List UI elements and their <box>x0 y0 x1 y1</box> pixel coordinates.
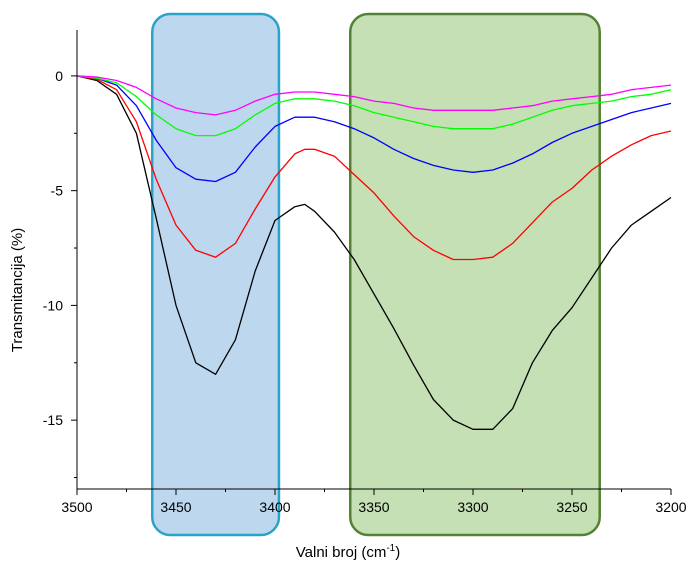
x-tick-label: 3400 <box>259 499 290 515</box>
highlight-band-2 <box>348 12 601 537</box>
x-tick-label: 3500 <box>61 499 92 515</box>
y-tick-label: 0 <box>55 68 63 84</box>
y-axis-label: Transmitancija (%) <box>9 228 26 352</box>
series-line-2 <box>76 75 672 261</box>
series-line-1 <box>76 75 672 430</box>
series-line-4 <box>76 75 672 137</box>
x-tick-label: 3250 <box>556 499 587 515</box>
highlight-band-1 <box>150 12 281 537</box>
x-axis-label: Valni broj (cm-1) <box>296 543 401 561</box>
series-lines <box>76 75 672 430</box>
x-tick-label: 3300 <box>457 499 488 515</box>
series-line-5 <box>76 75 672 116</box>
highlight-bands <box>150 12 601 537</box>
series-line-3 <box>76 75 672 183</box>
x-ticks: 3500 3450 3400 3350 3300 3250 3200 <box>61 489 687 515</box>
y-tick-label: -15 <box>43 412 63 428</box>
x-tick-label: 3450 <box>160 499 191 515</box>
x-tick-label: 3350 <box>358 499 389 515</box>
y-tick-label: -5 <box>51 183 64 199</box>
x-tick-label: 3200 <box>655 499 686 515</box>
y-ticks: 0 -5 -10 -15 <box>43 68 77 479</box>
y-tick-label: -10 <box>43 297 63 313</box>
